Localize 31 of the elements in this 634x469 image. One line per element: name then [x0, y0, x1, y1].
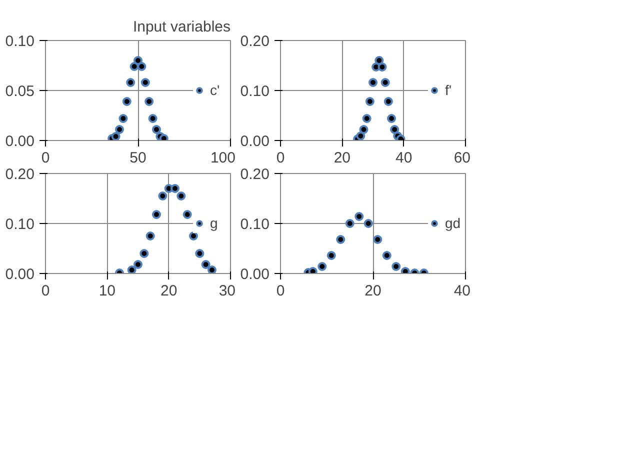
x-tick-label: 20 [160, 282, 178, 300]
x-tick-label: 0 [41, 150, 50, 166]
y-tick-label: 0.00 [5, 133, 35, 150]
y-tick-label: 0.00 [240, 266, 270, 283]
y-tick-label: 0.10 [240, 83, 270, 100]
x-tick-label: 30 [218, 282, 236, 300]
y-tick-label: 0.00 [240, 133, 270, 150]
y-tick-label: 0.20 [5, 166, 35, 183]
y-tick-label: 0.20 [240, 166, 270, 183]
legend-label: c' [210, 82, 221, 98]
legend-label: g [210, 215, 219, 231]
chart-title: Input variables [132, 18, 231, 36]
legend-label: gd [445, 215, 462, 231]
x-tick-label: 40 [454, 282, 471, 300]
x-tick-label: 100 [210, 150, 236, 166]
x-tick-label: 10 [98, 282, 116, 300]
y-tick-label: 0.05 [5, 83, 35, 100]
x-tick-label: 40 [395, 150, 412, 166]
y-tick-label: 0.10 [5, 216, 35, 233]
y-tick-label: 0.10 [240, 216, 270, 233]
legend-label: f' [445, 82, 453, 98]
x-tick-label: 0 [41, 282, 50, 300]
x-tick-label: 60 [454, 150, 471, 166]
y-tick-label: 0.20 [240, 33, 270, 50]
y-tick-label: 0.00 [5, 266, 35, 283]
x-tick-label: 20 [364, 282, 382, 300]
y-tick-label: 0.10 [5, 33, 35, 50]
x-tick-label: 0 [276, 150, 285, 166]
x-tick-label: 20 [334, 150, 351, 166]
x-tick-label: 50 [130, 150, 146, 166]
x-tick-label: 0 [276, 282, 285, 300]
